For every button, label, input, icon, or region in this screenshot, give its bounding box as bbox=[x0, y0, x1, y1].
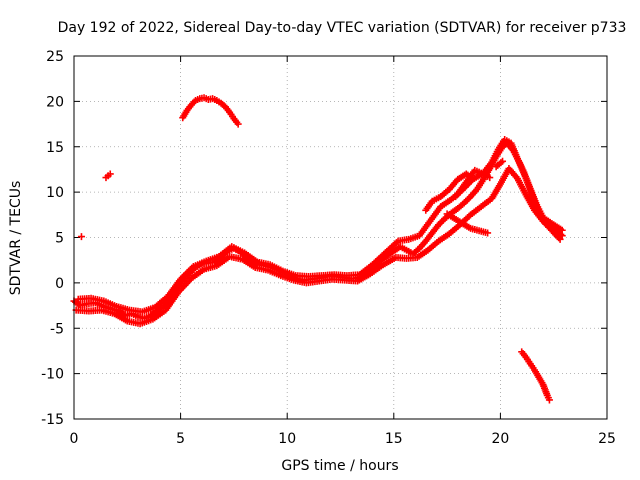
tick-labels: 0 5 10 15 20 25 -15 -10 -5 0 5 10 15 20 25 bbox=[41, 49, 616, 447]
data-point bbox=[558, 226, 566, 234]
data-point bbox=[486, 174, 494, 182]
data-point bbox=[77, 233, 85, 241]
plot-frame bbox=[73, 55, 608, 420]
y-axis-label: SDTVAR / TECUs bbox=[8, 181, 24, 296]
y-tick-label: 25 bbox=[46, 49, 64, 65]
y-tick-label: -5 bbox=[50, 321, 64, 337]
x-tick-label: 10 bbox=[278, 431, 296, 447]
y-tick-label: 15 bbox=[46, 140, 64, 156]
data-point bbox=[555, 234, 563, 242]
x-tick-label: 20 bbox=[491, 431, 509, 447]
data-points bbox=[70, 94, 566, 404]
data-point bbox=[106, 170, 114, 178]
data-point bbox=[190, 98, 198, 106]
x-tick-label: 0 bbox=[70, 431, 79, 447]
x-tick-label: 25 bbox=[598, 431, 616, 447]
data-point bbox=[499, 157, 507, 165]
data-point bbox=[556, 235, 564, 243]
axis-ticks bbox=[73, 55, 608, 420]
grid bbox=[74, 56, 607, 419]
x-tick-label: 5 bbox=[176, 431, 185, 447]
y-tick-label: 20 bbox=[46, 94, 64, 110]
y-tick-label: 0 bbox=[55, 276, 64, 292]
x-axis-label: GPS time / hours bbox=[281, 458, 398, 474]
data-point bbox=[484, 229, 492, 237]
chart-title: Day 192 of 2022, Sidereal Day-to-day VTE… bbox=[58, 20, 627, 36]
data-point bbox=[545, 396, 553, 404]
y-tick-label: 10 bbox=[46, 185, 64, 201]
y-tick-label: -10 bbox=[41, 367, 64, 383]
x-tick-label: 15 bbox=[385, 431, 403, 447]
data-point bbox=[234, 120, 242, 128]
y-tick-label: 5 bbox=[55, 231, 64, 247]
y-tick-label: -15 bbox=[41, 412, 64, 428]
